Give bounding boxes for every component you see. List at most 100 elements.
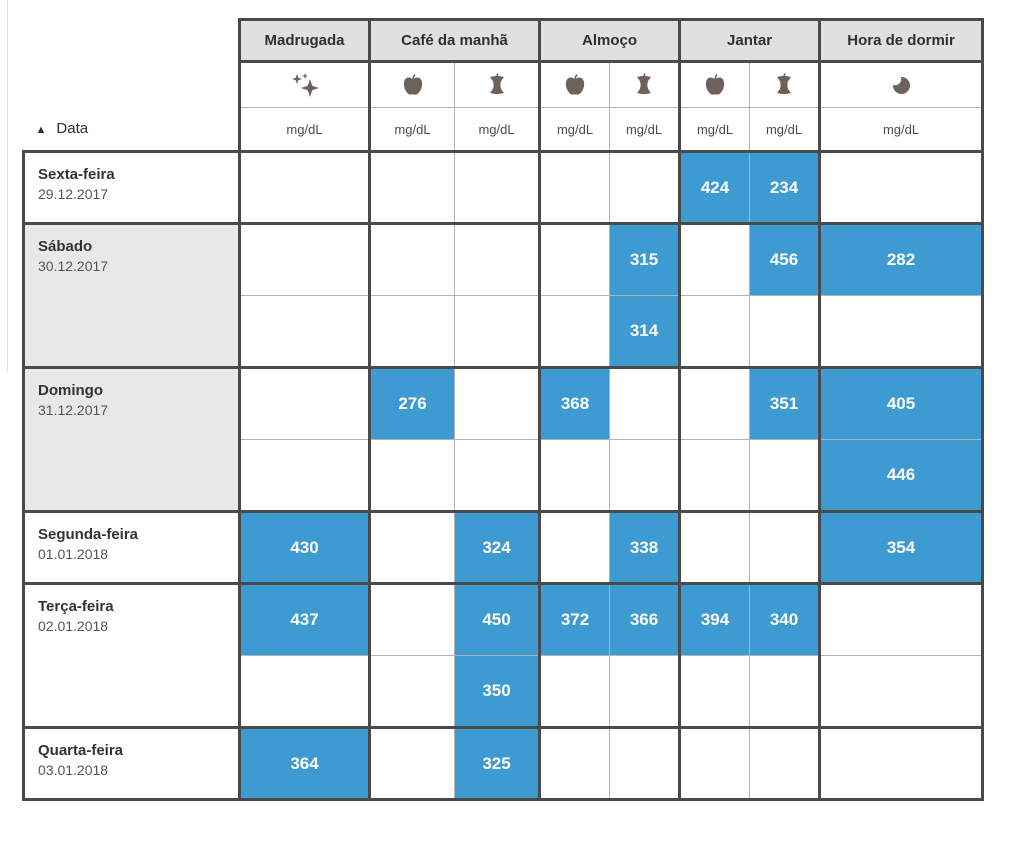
glucose-cell: [818, 150, 985, 224]
glucose-cell: 430: [238, 510, 370, 584]
glucose-cell: [678, 655, 751, 728]
glucose-cell: 368: [538, 366, 611, 440]
glucose-cell: [368, 655, 455, 728]
glucose-cell: [368, 439, 455, 512]
page-edge-divider: [7, 0, 8, 372]
date-column-label: Data: [56, 120, 89, 138]
glucose-cell: [238, 222, 370, 296]
glucose-cell: [453, 439, 541, 512]
day-date: 01.01.2018: [38, 545, 109, 562]
glucose-cell: [538, 150, 611, 224]
glucose-cell: [538, 222, 611, 296]
column-group-cafe-da-manha: Café da manhã: [367, 18, 541, 63]
glucose-cell: [368, 295, 455, 368]
day-name: Sexta-feira: [38, 166, 115, 183]
apple-core-after-meal-icon: [453, 61, 541, 108]
day-label: Sábado 30.12.2017: [22, 222, 241, 368]
table-row: 446: [24, 439, 985, 512]
unit-label: mg/dL: [538, 107, 611, 152]
sort-ascending-icon[interactable]: ▲: [35, 124, 47, 137]
day-name: Terça-feira: [38, 598, 114, 615]
glucose-cell: 325: [453, 726, 541, 801]
glucose-cell: [678, 366, 751, 440]
corner-spacer: [23, 19, 240, 62]
day-label: Sexta-feira 29.12.2017: [22, 150, 241, 224]
glucose-cell: 437: [238, 582, 370, 656]
glucose-cell: 324: [453, 510, 541, 584]
glucose-cell: 456: [749, 222, 821, 296]
glucose-cell: [609, 726, 681, 801]
glucose-cell: 338: [609, 510, 681, 584]
column-group-hora-de-dormir: Hora de dormir: [818, 18, 985, 63]
table-row: Terça-feira 02.01.2018 437 450 372 366 3…: [22, 582, 985, 728]
day-name: Domingo: [38, 382, 103, 399]
glucose-cell: 350: [453, 655, 541, 728]
table-row: Segunda-feira 01.01.2018 430 324 338 354: [22, 510, 985, 584]
glucose-cell: [453, 150, 541, 224]
unit-label: mg/dL: [818, 107, 985, 152]
day-name: Segunda-feira: [38, 526, 139, 543]
table-row: Quarta-feira 03.01.2018 364 325: [22, 726, 985, 801]
glucose-cell: [538, 726, 611, 801]
day-label: Segunda-feira 01.01.2018: [22, 510, 241, 584]
apple-before-meal-icon: [368, 61, 455, 108]
day-group: Sábado 30.12.2017 315 456 282 314: [22, 222, 985, 368]
sparkles-icon: [238, 61, 370, 108]
glucose-cell: [609, 366, 681, 440]
glucose-cell: [818, 582, 985, 656]
day-date: 29.12.2017: [38, 185, 109, 202]
date-sort-control[interactable]: ▲ Data: [24, 108, 240, 152]
glucose-cell: [538, 510, 611, 584]
unit-label: mg/dL: [678, 107, 751, 152]
glucose-cell: 351: [749, 366, 821, 440]
table-row: 314: [24, 295, 985, 368]
day-name: Sábado: [38, 238, 93, 255]
glucose-cell: [749, 439, 821, 512]
glucose-cell: [368, 222, 455, 296]
glucose-cell: [749, 510, 821, 584]
day-group: Segunda-feira 01.01.2018 430 324 338 354: [22, 510, 985, 584]
glucose-diary-table: Madrugada Café da manhã Almoço Jantar Ho…: [22, 18, 985, 801]
glucose-cell: 282: [818, 222, 985, 296]
glucose-cell: 364: [238, 726, 370, 801]
glucose-cell: [749, 295, 821, 368]
glucose-cell: [678, 726, 751, 801]
glucose-cell: [453, 295, 541, 368]
day-group: Domingo 31.12.2017 276 368 351 405: [22, 366, 985, 512]
glucose-cell: [238, 366, 370, 440]
glucose-cell: [749, 726, 821, 801]
glucose-cell: 276: [368, 366, 455, 440]
glucose-cell: [818, 295, 985, 368]
day-date: 30.12.2017: [38, 257, 109, 274]
glucose-cell: [453, 222, 541, 296]
unit-label: mg/dL: [238, 107, 370, 152]
glucose-cell: 372: [538, 582, 611, 656]
day-label: Terça-feira 02.01.2018: [22, 582, 241, 728]
table-row: Domingo 31.12.2017 276 368 351 405: [22, 366, 985, 512]
day-name: Quarta-feira: [38, 742, 124, 759]
day-date: 03.01.2018: [38, 761, 109, 778]
glucose-cell: [609, 439, 681, 512]
glucose-cell: [238, 295, 370, 368]
column-group-madrugada: Madrugada: [238, 18, 370, 63]
glucose-cell: [368, 582, 455, 656]
glucose-cell: 366: [609, 582, 681, 656]
table-row: Sexta-feira 29.12.2017 424 234: [22, 150, 985, 224]
unit-label: mg/dL: [453, 107, 541, 152]
glucose-cell: [368, 150, 455, 224]
glucose-cell: [609, 655, 681, 728]
glucose-cell: [678, 295, 751, 368]
unit-label: mg/dL: [749, 107, 821, 152]
glucose-cell: [238, 655, 370, 728]
glucose-cell: 354: [818, 510, 985, 584]
day-date: 31.12.2017: [38, 401, 109, 418]
day-date: 02.01.2018: [38, 617, 109, 634]
column-group-jantar: Jantar: [678, 18, 821, 63]
glucose-cell: [538, 439, 611, 512]
unit-label: mg/dL: [368, 107, 455, 152]
glucose-cell: [538, 295, 611, 368]
glucose-cell: [678, 222, 751, 296]
glucose-cell: [818, 726, 985, 801]
glucose-cell: 234: [749, 150, 821, 224]
